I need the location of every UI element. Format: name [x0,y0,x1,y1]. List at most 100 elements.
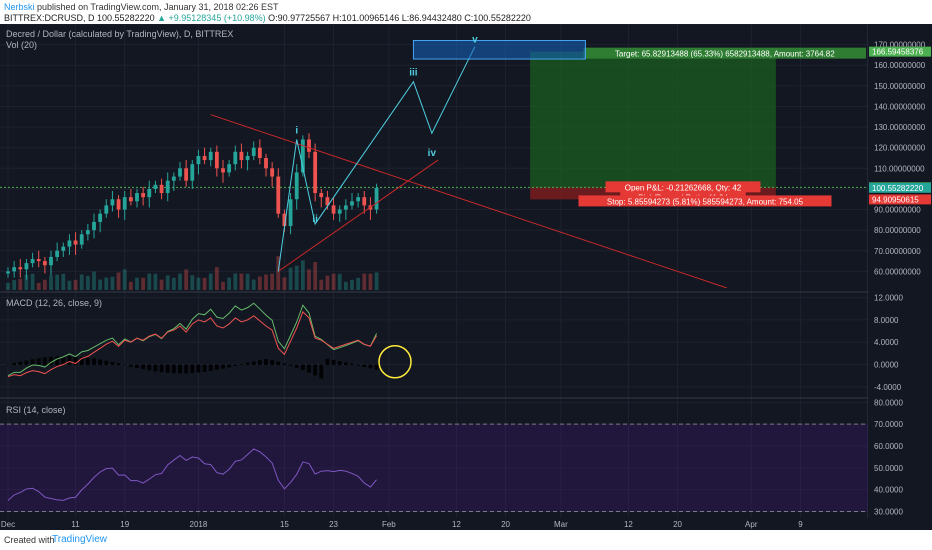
macd-histogram-bar [122,364,127,366]
price-line-label: 94.90950615 [872,195,919,204]
price-tick-label: 90.00000000 [874,206,921,215]
candle-body [245,155,250,161]
candle-body [110,199,115,206]
macd-line [7,302,378,377]
volume-bar [30,273,35,290]
volume-bar [307,269,311,290]
candle-body [98,213,103,222]
author-name[interactable]: Nerbski [4,2,35,12]
candle-body [153,184,158,189]
macd-histogram-bar [196,364,201,373]
price-tick-label: 150.00000000 [874,82,926,91]
volume-bar [153,273,158,290]
candle-body [270,168,275,177]
wave-label-iii: iii [409,68,418,79]
ascending-trendline [277,159,439,272]
candle-body [196,155,201,165]
target-label-bg [583,47,866,59]
volume-bar [36,282,41,290]
signal-line [7,310,378,378]
volume-bar [141,277,146,290]
time-tick-label: 20 [501,520,510,529]
symbol-line: BITTREX:DCRUSD, D [4,13,95,23]
price-tick-label: 160.00000000 [874,61,926,70]
rsi-line [7,448,377,501]
volume-bar [270,273,275,290]
candle-body [362,197,367,206]
volume-bar [122,269,127,290]
volume-bar [61,273,66,290]
macd-histogram-bar [147,364,152,371]
volume-bar [49,275,53,290]
candle-body [337,209,342,214]
volume-bar [202,277,207,290]
macd-histogram-bar [251,361,256,366]
volume-bar [282,277,287,290]
candle-body [233,151,238,165]
stop-label: Stop: 5.85594273 (5.81%) 585594273, Amou… [607,197,804,206]
volume-bar [337,273,342,290]
time-tick-label: Dec [1,520,15,529]
chart-canvas[interactable]: Target: 65.82913488 (65.33%) 6582913488,… [0,24,932,530]
macd-histogram-bar [184,364,189,374]
volume-bar [233,273,238,290]
stop-label-bg [578,195,832,207]
macd-histogram-bar [30,359,35,366]
volume-bar [190,275,195,290]
macd-histogram-bar [307,364,311,373]
candle-body [128,197,133,202]
macd-histogram-bar [227,364,232,368]
volume-bar [368,273,373,290]
created-with-label: Created with [4,535,55,545]
time-tick-label: Feb [382,520,396,529]
volume-bar [178,273,182,290]
macd-histogram-bar [276,361,281,366]
volume-bar [208,273,213,290]
pnl-label: Open P&L: -0.21262668, Qty: 42 [625,183,742,192]
candle-body [55,250,60,257]
candle-body [165,180,170,194]
price-axis[interactable]: 60.00000000 70.00000000 80.00000000 90.0000… [868,24,932,530]
macd-histogram-bar [368,364,373,369]
profit-zone [530,51,776,188]
macd-pane-title: MACD (12, 26, close, 9) [6,298,102,308]
candle-body [116,199,121,210]
candle-body [190,164,195,181]
macd-histogram-bar [36,358,41,366]
macd-histogram-bar [116,363,121,366]
candle-body [313,151,318,194]
candle-body [49,256,53,266]
volume-bar [294,265,299,290]
candle-body [325,197,330,206]
long-position-tool[interactable]: Target: 65.82913488 (65.33%) 6582913488,… [0,47,868,207]
candle-body [36,259,41,262]
macd-histogram-bar [61,356,66,366]
tradingview-logo[interactable]: TradingView [52,534,108,545]
price-tick-label: 60.0000 [874,442,903,451]
macd-histogram-bar [288,364,293,366]
macd-histogram-bar [356,364,361,366]
elliott-wave-path [277,46,476,272]
macd-histogram-bar [92,358,96,366]
volume-bar [92,271,96,290]
candle-body [30,259,35,264]
time-axis[interactable]: Dec 11 19 2018 15 23 Feb 12 20 Mar 12 20 Apr 9 [0,518,868,530]
candles [6,133,379,280]
macd-histogram-bar [294,364,299,368]
time-tick-label: 12 [452,520,461,529]
volume-bar [18,278,23,290]
main-pane-title: Decred / Dollar (calculated by TradingVi… [6,29,233,39]
price-tick-label: 80.0000 [874,398,903,407]
volume-bar [184,269,189,290]
price-line-label: 166.59458376 [872,48,924,57]
candle-body [178,168,182,177]
candle-body [276,176,281,214]
time-tick-label: 23 [329,520,338,529]
volume-bar [55,274,60,290]
candle-body [159,184,164,194]
price-tick-label: 12.0000 [874,294,903,303]
macd-histogram-bar [49,356,53,366]
volume-bar [362,273,367,290]
